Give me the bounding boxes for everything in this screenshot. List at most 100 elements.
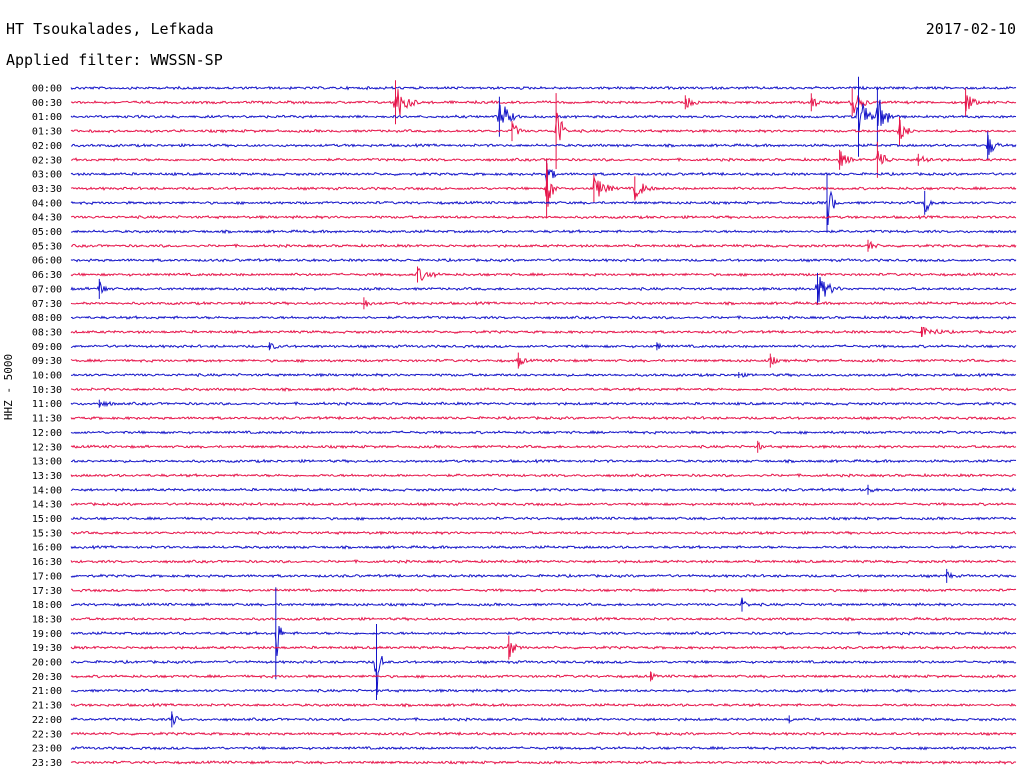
trace-row-0630 — [70, 267, 1016, 282]
row-time-label: 20:00 — [32, 658, 62, 669]
trace-row-0430 — [71, 214, 1017, 220]
row-time-label: 23:00 — [32, 744, 62, 755]
row-time-label: 14:00 — [32, 485, 62, 496]
trace-row-1530 — [70, 530, 1017, 536]
row-time-label: 06:00 — [32, 256, 62, 267]
row-time-label: 02:30 — [32, 155, 62, 166]
trace-row-0900 — [70, 342, 1017, 350]
trace-row-1500 — [70, 516, 1017, 521]
row-time-label: 13:30 — [32, 471, 62, 482]
trace-row-1830 — [70, 616, 1017, 622]
trace-row-1400 — [70, 487, 1017, 493]
trace-row-0300 — [70, 168, 1017, 186]
trace-row-1700 — [70, 571, 1017, 580]
row-time-label: 12:30 — [32, 442, 62, 453]
trace-row-0730 — [70, 300, 1017, 307]
trace-row-1000 — [70, 371, 1017, 378]
row-time-label: 18:30 — [32, 614, 62, 625]
row-time-label: 10:00 — [32, 371, 62, 382]
row-time-label: 21:00 — [32, 686, 62, 697]
trace-row-2300 — [70, 745, 1017, 751]
station-title: HT Tsoukalades, Lefkada — [6, 20, 214, 38]
row-time-label: 22:30 — [32, 729, 62, 740]
date-label: 2017-02-10 — [925, 20, 1016, 38]
trace-row-0500 — [70, 228, 1017, 235]
row-time-label: 01:00 — [32, 112, 62, 123]
row-time-label: 05:30 — [32, 241, 62, 252]
row-time-label: 01:30 — [32, 127, 62, 138]
row-labels: 00:00 00:30 01:00 01:30 02:00 02:30 03:00 03:30… — [32, 84, 62, 769]
row-time-label: 19:00 — [32, 629, 62, 640]
trace-row-2030 — [70, 671, 1017, 681]
row-time-label: 11:00 — [32, 399, 62, 410]
trace-row-0230 — [71, 150, 1017, 166]
trace-row-0830 — [70, 326, 1017, 337]
row-time-label: 16:00 — [32, 543, 62, 554]
trace-row-1800 — [70, 597, 1017, 608]
row-time-label: 22:00 — [32, 715, 62, 726]
row-time-label: 06:30 — [32, 270, 62, 281]
trace-row-1630 — [70, 558, 1017, 564]
row-time-label: 09:30 — [32, 356, 62, 367]
row-time-label: 08:30 — [32, 327, 62, 338]
trace-row-2330 — [70, 760, 1017, 765]
trace-row-0030 — [70, 89, 1017, 116]
row-time-label: 18:00 — [32, 600, 62, 611]
trace-row-0800 — [70, 315, 1017, 320]
trace-row-1430 — [70, 501, 1017, 507]
trace-row-0700 — [70, 276, 1017, 302]
row-time-label: 08:00 — [32, 313, 62, 324]
trace-row-2230 — [70, 731, 1017, 737]
row-time-label: 21:30 — [32, 701, 62, 712]
row-time-label: 17:30 — [32, 586, 62, 597]
trace-row-0330 — [70, 163, 1017, 207]
trace-row-0100 — [70, 99, 1017, 133]
trace-row-1730 — [71, 587, 1017, 593]
row-time-label: 05:00 — [32, 227, 62, 238]
row-time-label: 00:30 — [32, 98, 62, 109]
trace-row-2130 — [70, 702, 1017, 708]
row-time-label: 13:00 — [32, 457, 62, 468]
row-time-label: 04:00 — [32, 198, 62, 209]
row-time-label: 04:30 — [32, 213, 62, 224]
row-time-label: 03:00 — [32, 170, 62, 181]
row-time-label: 00:00 — [32, 84, 62, 95]
trace-row-1030 — [70, 386, 1017, 393]
trace-row-1930 — [70, 642, 1017, 657]
trace-row-0000 — [70, 85, 1017, 91]
trace-row-1230 — [70, 441, 1017, 450]
trace-row-0400 — [70, 190, 1017, 226]
row-time-label: 20:30 — [32, 672, 62, 683]
trace-row-1200 — [70, 429, 1017, 435]
row-time-label: 07:30 — [32, 299, 62, 310]
row-time-label: 23:30 — [32, 758, 62, 769]
trace-row-1330 — [70, 472, 1017, 478]
row-time-label: 15:00 — [32, 514, 62, 525]
trace-row-1900 — [70, 625, 1017, 656]
trace-row-0530 — [70, 240, 1017, 249]
row-time-label: 07:00 — [32, 284, 62, 295]
trace-row-2200 — [70, 713, 1017, 726]
trace-row-0930 — [70, 356, 1017, 367]
trace-row-2000 — [70, 655, 1017, 695]
row-time-label: 14:30 — [32, 500, 62, 511]
row-time-label: 03:30 — [32, 184, 62, 195]
trace-row-0130 — [70, 112, 1017, 141]
row-time-label: 17:00 — [32, 571, 62, 582]
trace-row-1600 — [70, 544, 1017, 550]
row-time-label: 12:00 — [32, 428, 62, 439]
row-time-label: 11:30 — [32, 414, 62, 425]
row-time-label: 02:00 — [32, 141, 62, 152]
trace-row-1130 — [70, 415, 1017, 421]
trace-row-1100 — [70, 400, 1017, 408]
row-time-label: 15:30 — [32, 528, 62, 539]
row-time-label: 19:30 — [32, 643, 62, 654]
trace-row-0200 — [70, 134, 1017, 155]
trace-row-1300 — [70, 458, 1017, 464]
row-time-label: 10:30 — [32, 385, 62, 396]
filter-label: Applied filter: WWSSN-SP — [6, 51, 223, 69]
seismic-traces — [70, 76, 1017, 765]
row-time-label: 09:00 — [32, 342, 62, 353]
